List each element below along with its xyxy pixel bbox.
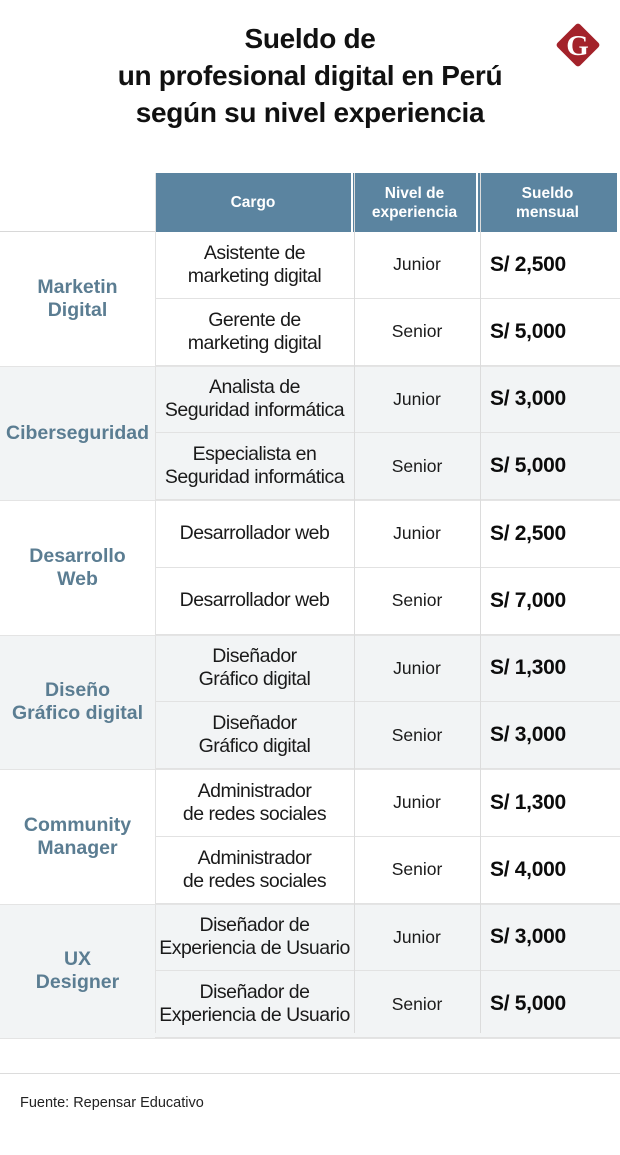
svg-text:G: G: [566, 30, 589, 62]
